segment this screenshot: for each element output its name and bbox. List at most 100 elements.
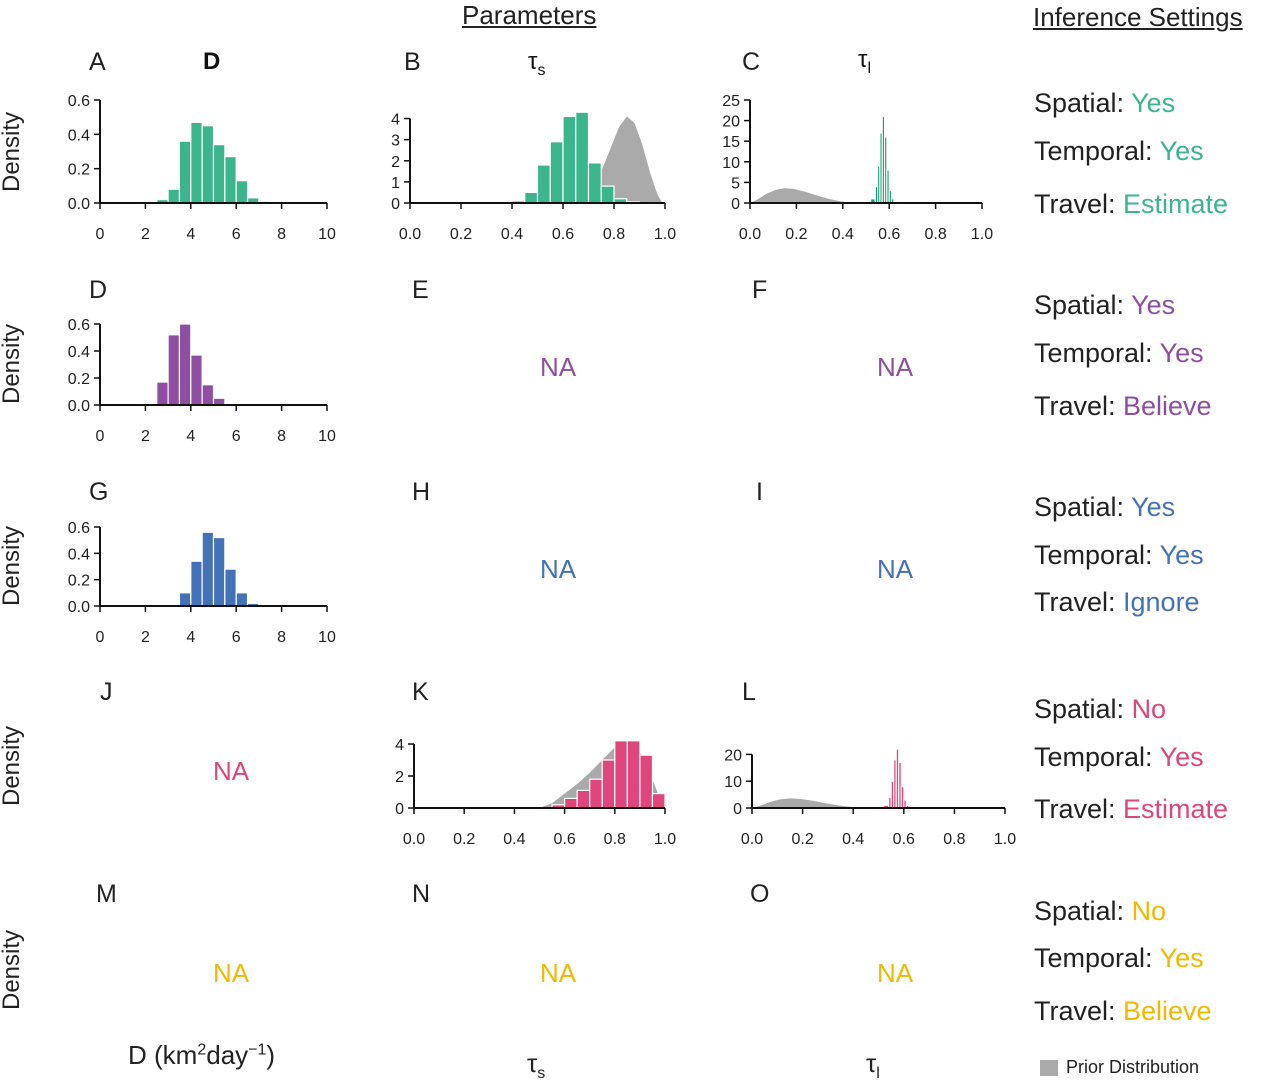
xlabel-tau-s: τs — [527, 1048, 546, 1083]
prior-L — [752, 798, 871, 808]
panel-letter-C: C — [742, 48, 761, 76]
parameters-header: Parameters — [462, 0, 597, 30]
xtick-label-B-5: 1.0 — [654, 226, 676, 243]
xtick-label-D-0: 0 — [96, 428, 105, 445]
xtick-label-B-2: 0.4 — [501, 226, 523, 243]
legend-prior-swatch — [1040, 1059, 1058, 1076]
bar-G-5 — [235, 592, 249, 607]
na-E: NA — [540, 352, 577, 382]
ytick-label-B-3: 3 — [391, 133, 400, 150]
xtick-label-K-5: 1.0 — [654, 831, 676, 848]
panel-letter-I: I — [756, 478, 763, 506]
ytick-label-A-2: 0.4 — [68, 127, 90, 144]
ytick-label-B-1: 1 — [391, 175, 400, 192]
inference-settings-header: Inference Settings — [1033, 2, 1243, 32]
ytick-label-C-0: 0 — [731, 196, 740, 213]
setting-travel-3: Travel: Ignore — [1034, 587, 1200, 617]
xtick-label-D-3: 6 — [232, 428, 241, 445]
bar-K-2 — [576, 789, 591, 809]
bar-D-1 — [156, 381, 169, 406]
ytick-label-L-1: 10 — [724, 774, 742, 791]
ytick-label-D-3: 0.6 — [68, 317, 90, 334]
xtick-label-K-0: 0.0 — [403, 831, 425, 848]
bar-A-4 — [201, 125, 215, 204]
bar-D-4 — [190, 354, 203, 406]
setting-spatial-2: Spatial: Yes — [1034, 290, 1176, 320]
xtick-label-L-1: 0.2 — [791, 831, 813, 848]
xtick-label-G-4: 8 — [277, 629, 286, 646]
bar-K-1 — [563, 797, 578, 809]
panel-letter-H: H — [412, 478, 431, 506]
ytick-label-D-1: 0.2 — [68, 371, 90, 388]
bar-B-3 — [549, 141, 564, 204]
ytick-label-G-1: 0.2 — [68, 573, 90, 590]
setting-travel-4: Travel: Estimate — [1034, 794, 1229, 824]
panel-letter-A: A — [89, 48, 106, 76]
setting-spatial-1: Spatial: Yes — [1034, 88, 1176, 118]
setting-temporal-5: Temporal: Yes — [1034, 943, 1204, 973]
bar-K-8 — [651, 792, 666, 809]
xtick-label-L-3: 0.6 — [893, 831, 915, 848]
xtick-label-L-0: 0.0 — [741, 831, 763, 848]
legend-prior-label: Prior Distribution — [1066, 1057, 1200, 1077]
na-J: NA — [213, 756, 250, 786]
xtick-label-L-2: 0.4 — [842, 831, 864, 848]
ytick-label-B-0: 0 — [391, 196, 400, 213]
panel-letter-K: K — [412, 678, 429, 706]
bar-A-5 — [212, 144, 226, 204]
setting-travel-5: Travel: Believe — [1034, 996, 1212, 1026]
na-H: NA — [540, 554, 577, 584]
bar-B-5 — [575, 111, 590, 204]
setting-temporal-1: Temporal: Yes — [1034, 136, 1204, 166]
ylabel-row-1: Density — [0, 111, 26, 193]
na-I: NA — [877, 554, 914, 584]
bar-A-6 — [224, 156, 237, 204]
ytick-label-G-3: 0.6 — [68, 520, 90, 537]
ytick-label-D-0: 0.0 — [68, 398, 90, 415]
ylabel-row-3: Density — [0, 525, 26, 607]
panel-letter-N: N — [412, 880, 431, 908]
prior-C — [750, 188, 860, 203]
ytick-label-C-3: 15 — [722, 134, 740, 151]
panel-letter-F: F — [752, 276, 768, 304]
ytick-label-C-5: 25 — [722, 93, 740, 110]
xlabel-tau-l: τl — [866, 1048, 880, 1083]
xtick-label-C-0: 0.0 — [739, 226, 761, 243]
xtick-label-K-3: 0.6 — [553, 831, 575, 848]
setting-travel-1: Travel: Estimate — [1034, 189, 1229, 219]
xtick-label-L-4: 0.8 — [943, 831, 965, 848]
panel-letter-D: D — [89, 276, 108, 304]
bar-B-2 — [536, 164, 551, 204]
bar-G-2 — [201, 531, 215, 607]
ytick-label-A-0: 0.0 — [68, 196, 90, 213]
bar-G-0 — [178, 592, 192, 607]
setting-temporal-4: Temporal: Yes — [1034, 742, 1204, 772]
setting-spatial-4: Spatial: No — [1034, 694, 1167, 724]
xtick-label-A-3: 6 — [232, 226, 241, 243]
xtick-label-A-5: 10 — [318, 226, 336, 243]
ytick-label-G-0: 0.0 — [68, 599, 90, 616]
na-M: NA — [213, 958, 250, 988]
bar-D-3 — [178, 323, 192, 406]
bar-A-7 — [235, 180, 249, 204]
panel-letter-L: L — [742, 678, 756, 706]
ytick-label-A-3: 0.6 — [68, 93, 90, 110]
ylabel-row-5: Density — [0, 929, 26, 1011]
ytick-label-G-2: 0.4 — [68, 546, 90, 563]
bar-K-7 — [639, 754, 654, 809]
xtick-label-C-4: 0.8 — [924, 226, 946, 243]
ylabel-row-4: Density — [0, 725, 26, 807]
bar-D-2 — [167, 334, 181, 406]
xtick-label-G-5: 10 — [318, 629, 336, 646]
bar-B-6 — [587, 162, 602, 204]
xtick-label-D-4: 8 — [277, 428, 286, 445]
xtick-label-G-3: 6 — [232, 629, 241, 646]
ytick-label-D-2: 0.4 — [68, 344, 90, 361]
bar-A-3 — [190, 121, 203, 204]
xtick-label-B-1: 0.2 — [450, 226, 472, 243]
title-D: D — [203, 48, 221, 75]
bar-G-1 — [190, 560, 203, 607]
panel-letter-B: B — [404, 48, 421, 76]
setting-spatial-3: Spatial: Yes — [1034, 492, 1176, 522]
xtick-label-C-3: 0.6 — [878, 226, 900, 243]
